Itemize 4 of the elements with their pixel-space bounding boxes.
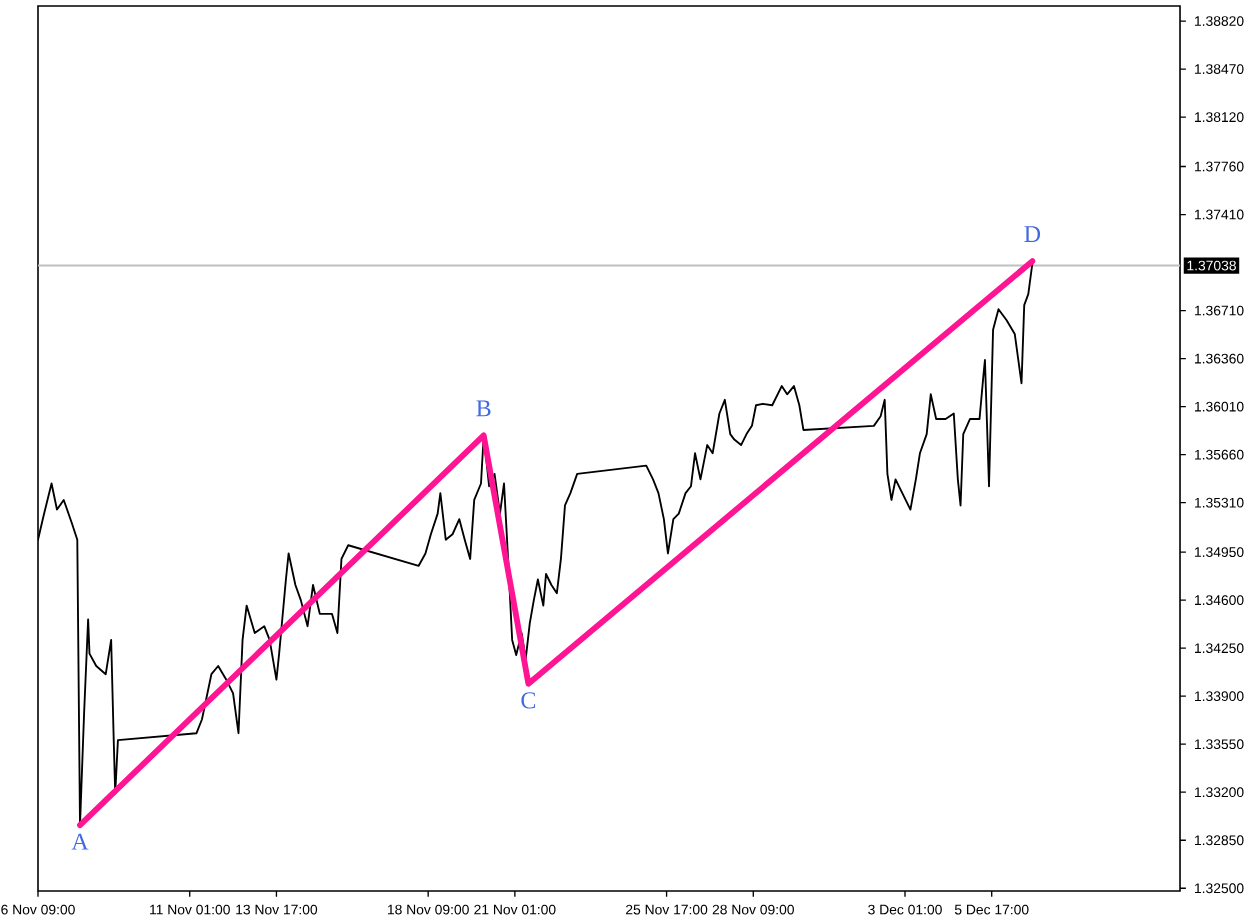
annotation: A xyxy=(71,833,89,850)
annotation: B xyxy=(476,400,491,417)
annotation: C xyxy=(521,692,536,709)
annotation: D xyxy=(1024,226,1041,242)
